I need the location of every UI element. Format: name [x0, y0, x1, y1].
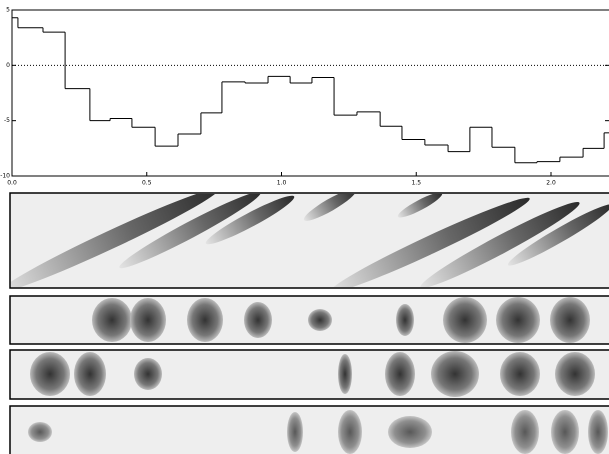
- y-tick-label: 5: [6, 7, 10, 14]
- x-tick-label: 2.0: [546, 180, 556, 187]
- panel-image: [11, 194, 609, 287]
- x-tick-label: 0.5: [142, 180, 152, 187]
- panel-image: [28, 410, 608, 454]
- x-tick-label: 1.0: [277, 180, 287, 187]
- y-tick-label: -10: [0, 173, 10, 180]
- plot-frame: [11, 9, 609, 177]
- image-panels: [9, 192, 609, 454]
- panel-image: [92, 297, 590, 343]
- y-tick-label: -5: [4, 117, 10, 124]
- x-tick-label: 1.5: [411, 180, 421, 187]
- panel: [9, 405, 609, 454]
- panel-image: [30, 351, 595, 397]
- y-tick-label: 0: [6, 62, 10, 69]
- x-tick-label: 0.0: [7, 180, 17, 187]
